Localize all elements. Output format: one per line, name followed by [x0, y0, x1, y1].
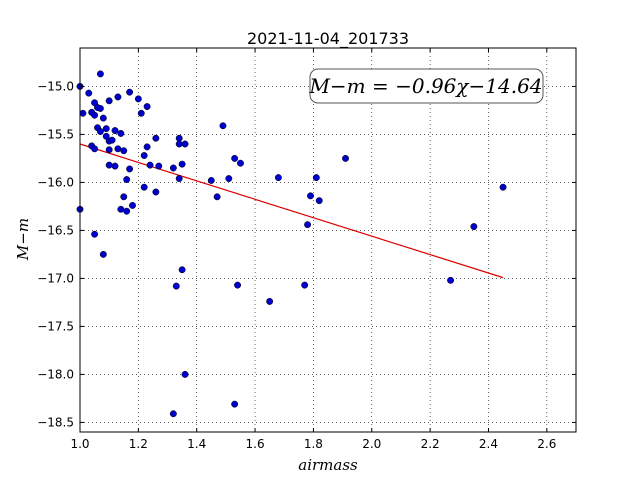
data-point	[181, 370, 189, 378]
data-point	[114, 93, 122, 101]
data-point	[91, 145, 99, 153]
data-point	[99, 250, 107, 258]
data-point	[213, 193, 221, 201]
data-point	[140, 183, 148, 191]
data-point	[315, 197, 323, 205]
data-point	[304, 221, 312, 229]
data-point	[234, 281, 242, 289]
data-point	[111, 127, 119, 135]
data-point	[91, 230, 99, 238]
data-point	[99, 114, 107, 122]
data-point	[155, 162, 163, 170]
x-tick-label: 2.4	[479, 437, 498, 451]
data-point	[140, 152, 148, 159]
data-point	[143, 143, 151, 151]
fit-annotation-box: M−m = −0.96χ−14.64	[308, 68, 544, 104]
data-point	[225, 175, 233, 183]
x-tick-label: 1.6	[246, 437, 265, 451]
data-point	[499, 183, 507, 191]
data-point	[231, 154, 239, 162]
data-point	[126, 88, 134, 96]
data-points	[76, 70, 507, 418]
x-tick-label: 2.2	[421, 437, 440, 451]
y-axis-label: M−m	[14, 218, 32, 261]
axis-ticks: 1.0 1.2 1.4 1.6 1.8 2.0 2.2 2.4 2.6 −15.0 −15.5 −16…	[37, 48, 576, 451]
data-point	[123, 176, 131, 183]
chart-title: 2021-11-04_201733	[247, 29, 409, 49]
data-point	[169, 164, 177, 172]
x-axis-label: airmass	[298, 456, 358, 474]
data-point	[96, 128, 104, 135]
data-point	[175, 140, 183, 148]
data-point	[447, 276, 454, 284]
data-point	[178, 160, 186, 168]
y-tick-label: −16.0	[37, 175, 74, 189]
data-point	[181, 140, 189, 148]
data-point	[137, 109, 145, 117]
data-point	[102, 125, 110, 133]
x-tick-label: 1.4	[187, 437, 206, 451]
data-point	[91, 111, 99, 119]
data-point	[105, 161, 113, 169]
y-tick-label: −15.0	[37, 79, 74, 93]
data-point	[96, 105, 104, 112]
data-point	[470, 223, 478, 231]
data-point	[152, 134, 160, 142]
x-tick-label: 1.8	[304, 437, 323, 451]
data-point	[175, 134, 183, 142]
data-point	[342, 154, 349, 162]
x-tick-label: 1.2	[129, 437, 148, 451]
y-tick-label: −17.0	[37, 271, 74, 285]
data-point	[266, 297, 274, 305]
data-point	[172, 282, 180, 290]
data-point	[231, 400, 239, 408]
data-point	[237, 159, 244, 167]
plot-frame	[79, 47, 577, 433]
data-point	[307, 192, 314, 200]
data-point	[169, 410, 177, 418]
x-tick-label: 1.0	[70, 437, 89, 451]
data-point	[105, 97, 113, 105]
data-point	[117, 129, 125, 137]
data-point	[219, 122, 227, 130]
data-point	[120, 147, 128, 155]
x-tick-label: 2.6	[537, 437, 556, 451]
data-point	[134, 95, 142, 103]
data-point	[114, 145, 122, 153]
y-tick-label: −18.5	[37, 415, 74, 429]
data-point	[312, 174, 320, 182]
data-point	[79, 109, 87, 117]
data-point	[105, 146, 113, 154]
grid	[79, 48, 576, 432]
data-point	[126, 165, 134, 173]
data-point	[207, 177, 215, 184]
data-point	[108, 136, 116, 144]
data-point	[152, 188, 160, 196]
fit-equation: M−m = −0.96χ−14.64	[308, 74, 542, 98]
data-point	[120, 193, 128, 201]
annotation-frame	[309, 68, 544, 104]
data-point	[117, 205, 125, 213]
y-tick-label: −18.0	[37, 367, 74, 381]
data-point	[143, 103, 151, 111]
y-tick-label: −15.5	[37, 127, 74, 141]
data-point	[178, 266, 186, 274]
data-point	[111, 162, 119, 170]
y-tick-label: −17.5	[37, 319, 74, 333]
data-point	[274, 174, 282, 182]
data-point	[301, 281, 309, 289]
y-tick-label: −16.5	[37, 223, 74, 237]
data-point	[146, 161, 154, 169]
data-point	[175, 175, 183, 183]
data-point	[96, 70, 104, 78]
data-point	[123, 207, 131, 215]
data-point	[85, 89, 93, 97]
data-point	[129, 201, 136, 209]
x-tick-label: 2.0	[362, 437, 381, 451]
